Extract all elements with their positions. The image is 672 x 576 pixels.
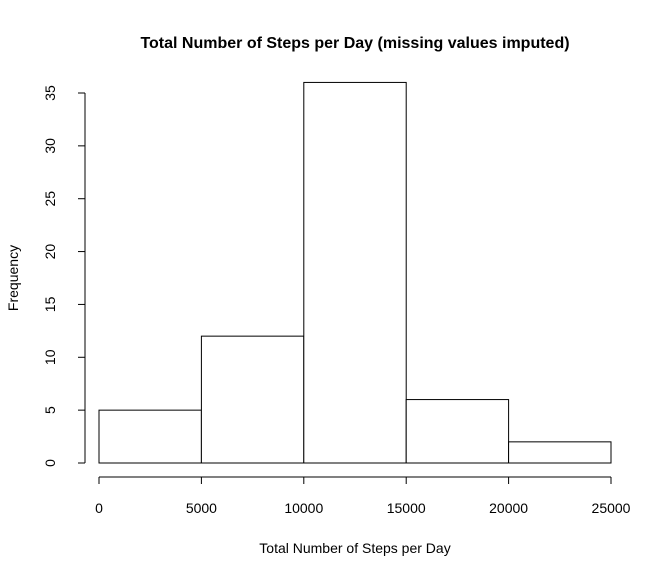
histogram-bar	[405, 399, 510, 464]
x-tick-label: 25000	[592, 500, 631, 516]
y-tick-label: 20	[42, 244, 58, 260]
y-axis: 0 5 10 15 20 25 30 35	[42, 85, 86, 467]
histogram-bars	[98, 81, 612, 464]
chart-title: Total Number of Steps per Day (missing v…	[140, 35, 569, 52]
histogram-bar	[200, 335, 305, 464]
y-tick-label: 25	[42, 191, 58, 207]
y-axis-label: Frequency	[5, 245, 21, 311]
y-tick-label: 0	[42, 459, 58, 467]
x-tick-label: 20000	[489, 500, 528, 516]
x-axis: 0 5000 10000 15000 20000 25000	[95, 476, 631, 516]
x-tick-label: 10000	[284, 500, 323, 516]
y-tick-label: 10	[42, 349, 58, 365]
x-tick-label: 5000	[186, 500, 217, 516]
y-tick-label: 15	[42, 296, 58, 312]
y-tick-label: 30	[42, 138, 58, 154]
histogram-bar	[303, 81, 407, 464]
x-tick-label: 15000	[387, 500, 426, 516]
x-axis-label: Total Number of Steps per Day	[259, 540, 450, 556]
histogram-bar	[98, 409, 202, 464]
y-tick-label: 35	[42, 85, 58, 101]
y-tick-label: 5	[42, 406, 58, 414]
histogram-bar	[508, 441, 612, 464]
x-tick-label: 0	[95, 500, 103, 516]
